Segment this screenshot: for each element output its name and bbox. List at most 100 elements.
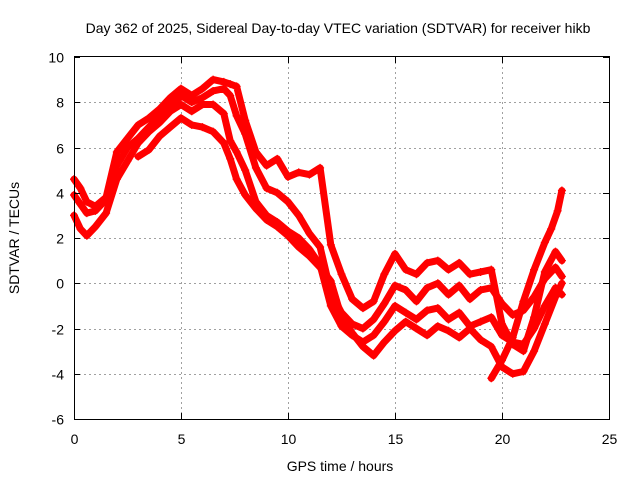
data-point <box>498 356 506 365</box>
data-point <box>380 317 389 326</box>
data-point <box>123 134 132 143</box>
data-marks <box>70 75 566 383</box>
data-point <box>444 315 453 324</box>
data-point <box>76 200 85 209</box>
data-point <box>262 184 271 193</box>
data-point <box>305 229 314 238</box>
data-point <box>498 331 506 340</box>
data-point <box>369 331 378 340</box>
data-point <box>305 252 314 261</box>
data-point <box>166 107 175 116</box>
data-point <box>219 84 228 93</box>
data-point <box>273 188 282 197</box>
data-point <box>284 197 292 206</box>
y-tick-label: -4 <box>52 367 65 383</box>
data-point <box>433 256 442 265</box>
data-point <box>547 224 556 233</box>
data-point <box>123 143 132 152</box>
data-point <box>76 184 85 193</box>
y-axis-title: SDTVAR / TECUs <box>6 182 22 294</box>
y-tick-label: 2 <box>56 231 64 247</box>
series-track <box>70 101 566 348</box>
data-point <box>551 247 560 256</box>
data-point <box>294 168 303 177</box>
data-point <box>226 154 235 163</box>
data-point <box>380 338 389 347</box>
data-point <box>284 172 292 181</box>
data-point <box>91 222 100 231</box>
data-point <box>358 342 367 351</box>
data-point <box>476 317 485 326</box>
data-point <box>251 204 260 213</box>
data-point <box>455 281 464 290</box>
data-point <box>198 123 207 132</box>
series-track <box>70 76 566 355</box>
data-point <box>540 319 549 328</box>
data-point <box>273 222 282 231</box>
data-point <box>380 299 389 308</box>
data-point <box>369 351 378 360</box>
data-point <box>401 317 410 326</box>
data-point <box>209 127 218 136</box>
data-point <box>369 297 378 306</box>
data-point <box>316 263 325 272</box>
data-point <box>444 326 453 335</box>
data-point <box>553 206 562 215</box>
data-point <box>232 175 241 184</box>
x-tick-label: 10 <box>281 431 297 447</box>
y-tick-label: 8 <box>56 95 64 111</box>
data-point <box>508 310 517 319</box>
data-point <box>251 163 260 172</box>
data-point <box>326 240 335 249</box>
data-point <box>326 301 335 310</box>
data-point <box>316 163 325 172</box>
data-point <box>498 299 506 308</box>
data-point <box>401 308 410 317</box>
data-point <box>401 265 410 274</box>
data-point <box>262 161 271 170</box>
data-point <box>348 329 357 338</box>
y-tick-label: 0 <box>56 276 64 292</box>
data-point <box>232 148 241 157</box>
y-tick-label: 6 <box>56 141 64 157</box>
y-tick-label: 4 <box>56 186 64 202</box>
data-point <box>187 91 196 100</box>
data-point <box>519 347 528 356</box>
data-point <box>226 91 235 100</box>
data-point <box>487 342 496 351</box>
data-point <box>519 340 528 349</box>
data-point <box>144 145 153 154</box>
data-point <box>198 100 207 109</box>
data-point <box>112 161 121 170</box>
data-point <box>112 175 121 184</box>
data-point <box>380 270 389 279</box>
data-point <box>540 238 549 247</box>
data-point <box>530 292 539 301</box>
data-point <box>337 313 346 322</box>
data-point <box>198 84 207 93</box>
data-point <box>82 231 91 240</box>
data-point <box>530 265 539 274</box>
series-track-5 <box>487 186 566 383</box>
data-point <box>530 324 539 333</box>
x-axis-title: GPS time / hours <box>287 458 394 474</box>
data-point <box>177 100 185 109</box>
data-point <box>487 374 496 383</box>
y-tick-label: 10 <box>48 50 64 66</box>
chart-title: Day 362 of 2025, Sidereal Day-to-day VTE… <box>86 20 591 36</box>
data-point <box>519 367 528 376</box>
data-point <box>209 75 218 84</box>
data-point <box>102 209 111 218</box>
data-point <box>455 258 464 267</box>
x-tick-label: 25 <box>602 431 618 447</box>
data-point <box>241 191 250 200</box>
x-tick-label: 15 <box>388 431 404 447</box>
data-point <box>433 322 442 331</box>
data-point <box>177 84 185 93</box>
data-point <box>423 331 432 340</box>
data-point <box>177 114 185 123</box>
data-point <box>412 270 421 279</box>
data-point <box>401 286 410 295</box>
data-point <box>134 138 143 147</box>
y-tick-label: -6 <box>52 412 65 428</box>
